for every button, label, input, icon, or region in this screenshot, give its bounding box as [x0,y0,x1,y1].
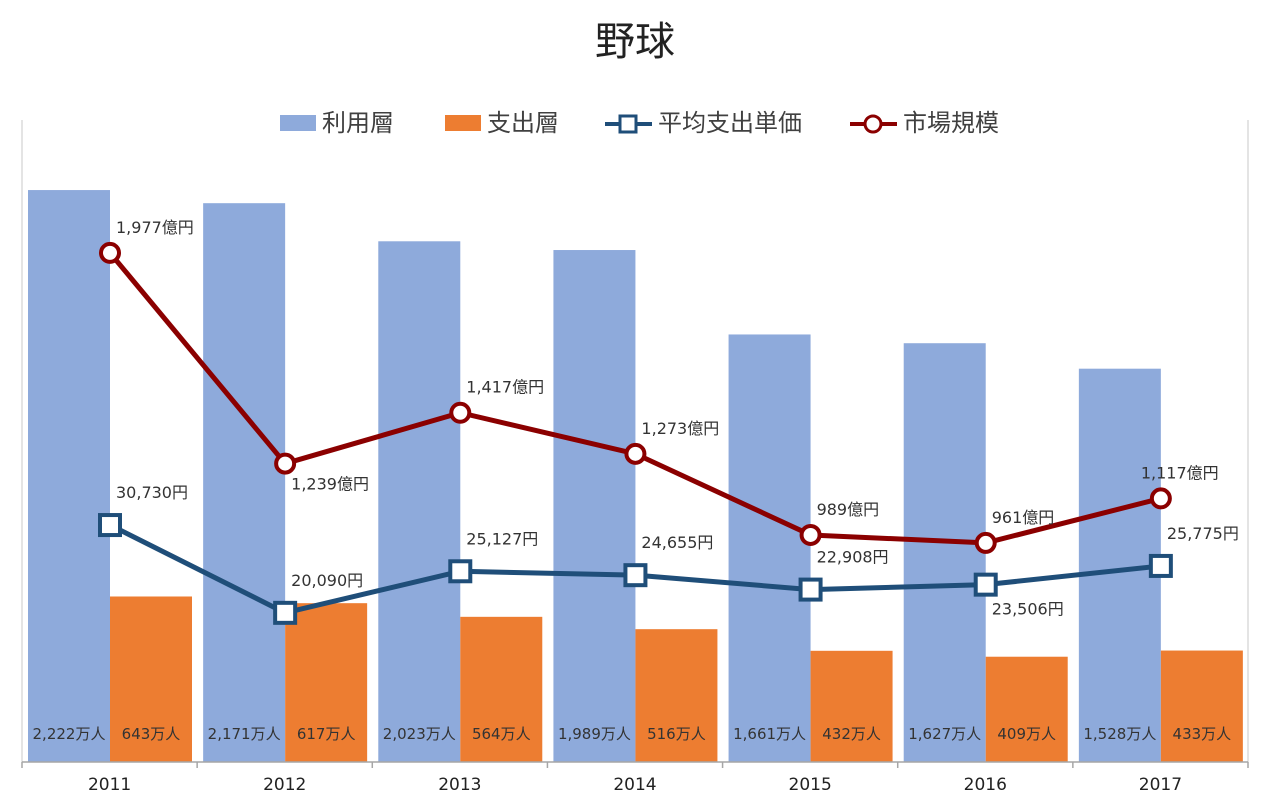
label-market-size-2015: 989億円 [817,500,880,519]
label-market-size-2011: 1,977億円 [116,218,194,237]
bar-spending-2016 [985,656,1068,762]
marker-market-size-2015 [799,523,822,546]
label-unit-price-2016: 23,506円 [992,600,1064,619]
marker-unit-price-2013 [448,559,473,584]
label-unit-price-2015: 22,908円 [817,548,889,567]
marker-market-size-2011 [99,241,121,264]
bar-spending-2012 [285,603,368,762]
bar-spending-2013 [460,616,543,762]
bar-usage-2012 [203,203,286,763]
label-unit-price-2013: 25,127円 [466,529,538,548]
label-unit-price-2014: 24,655円 [641,533,713,552]
marker-unit-price-2014 [623,563,648,588]
legend-label-unit-price: 平均支出単価 [658,109,802,137]
chart-title: 野球 [595,19,675,65]
bar-label-spending-2015: 432万人 [822,725,881,743]
bar-label-spending-2017: 433万人 [1173,725,1232,743]
marker-market-size-2012 [274,452,297,475]
bar-label-usage-2012: 2,171万人 [208,725,281,743]
x-tick-label-2013: 2013 [438,775,481,795]
legend-swatch-spending [445,115,481,131]
bar-usage-2011 [28,190,110,763]
bar-spending-2011 [110,596,192,762]
x-tick-label-2017: 2017 [1139,775,1182,795]
legend-label-market-size: 市場規模 [903,109,999,137]
bar-usage-2014 [553,250,636,762]
x-tick-label-2011: 2011 [88,775,131,795]
x-tick-label-2012: 2012 [263,775,306,795]
marker-market-size-2013 [449,401,472,424]
label-unit-price-2017: 25,775円 [1167,524,1239,543]
bar-label-usage-2014: 1,989万人 [558,725,631,743]
bars: 2,222万人 643万人 2,171万人 617万人 2,023万人 564万人 1,98… [28,190,1243,763]
bar-spending-2017 [1160,650,1243,762]
x-tick-label-2015: 2015 [789,775,832,795]
legend-marker-unit-price [618,114,638,134]
marker-market-size-2014 [624,442,647,465]
bar-label-usage-2016: 1,627万人 [908,725,981,743]
bar-label-usage-2017: 1,528万人 [1083,725,1156,743]
marker-unit-price-2011 [98,513,122,538]
bar-spending-2015 [810,650,893,762]
label-market-size-2013: 1,417億円 [466,378,544,397]
label-market-size-2016: 961億円 [992,508,1055,527]
marker-unit-price-2016 [973,572,998,597]
bar-label-usage-2011: 2,222万人 [33,725,106,743]
lines: 30,730円 20,090円 25,127円 24,655円 22,908円 23,50… [98,218,1239,625]
legend-swatch-usage [280,115,316,131]
marker-market-size-2017 [1149,487,1172,510]
marker-unit-price-2012 [273,600,298,625]
x-axis: 2011 2012 2013 2014 2015 2016 2017 [21,761,1249,795]
legend-label-spending: 支出層 [487,109,559,137]
bar-label-usage-2013: 2,023万人 [383,725,456,743]
bar-usage-2013 [378,241,461,763]
bar-usage-2016 [903,343,986,762]
legend: 利用層 支出層 平均支出単価 市場規模 [280,109,999,137]
x-tick-label-2016: 2016 [964,775,1007,795]
bar-label-spending-2014: 516万人 [647,725,706,743]
bar-label-usage-2015: 1,661万人 [733,725,806,743]
marker-market-size-2016 [974,531,997,554]
legend-marker-market-size [863,114,883,134]
label-market-size-2017: 1,117億円 [1141,463,1219,482]
x-tick-label-2014: 2014 [613,775,656,795]
bar-label-spending-2013: 564万人 [472,725,531,743]
label-unit-price-2012: 20,090円 [291,571,363,590]
bar-label-spending-2011: 643万人 [122,725,181,743]
bar-label-spending-2012: 617万人 [297,725,356,743]
bar-usage-2015 [728,334,811,762]
legend-label-usage: 利用層 [322,109,394,137]
bar-spending-2014 [635,629,718,762]
marker-unit-price-2015 [798,577,823,602]
label-unit-price-2011: 30,730円 [116,483,188,502]
marker-unit-price-2017 [1148,553,1173,578]
label-market-size-2014: 1,273億円 [641,419,719,438]
label-market-size-2012: 1,239億円 [291,475,369,494]
bar-label-spending-2016: 409万人 [997,725,1056,743]
